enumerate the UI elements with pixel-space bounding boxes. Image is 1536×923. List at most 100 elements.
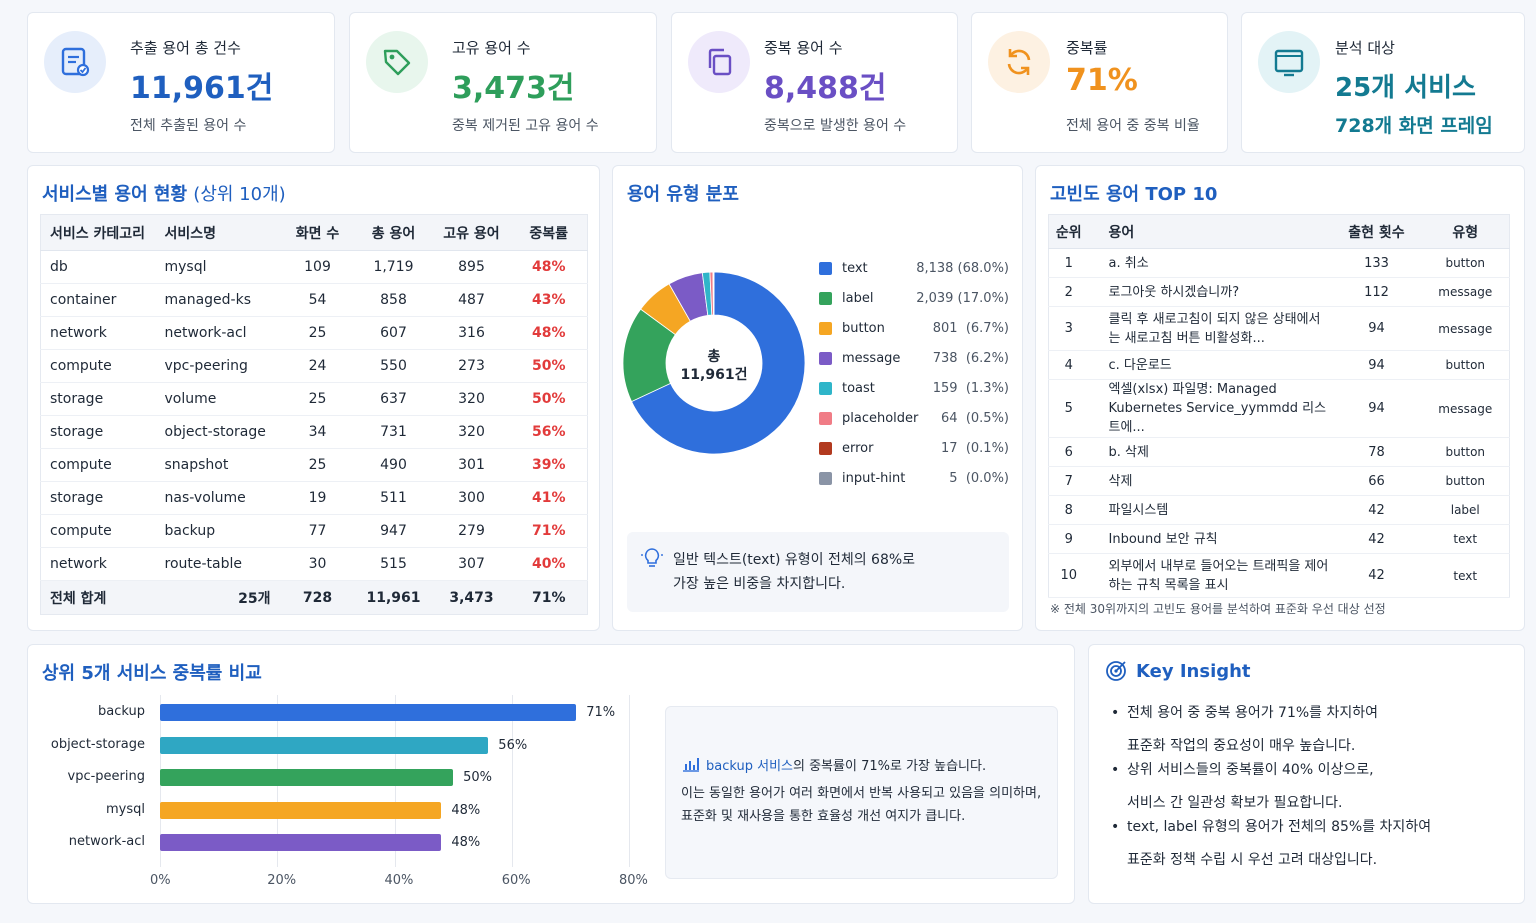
table-cell-count: 94 [1331,379,1422,438]
table-cell: 320 [432,382,511,416]
table-cell-term: 외부에서 내부로 들어오는 트래픽을 제어하는 규칙 목록을 표시 [1088,553,1332,598]
table-cell: 48% [510,316,588,350]
table-cell-term: 클릭 후 새로고침이 되지 않은 상태에서는 새로고침 버튼 비활성화... [1088,306,1332,351]
x-tick-label: 40% [384,873,414,888]
top-terms-table: 순위 용어 출현 횟수 유형 1 a. 취소 133 button 2 로그아웃 하시겠습… [1048,214,1510,598]
table-row: 7 삭제 66 button [1048,466,1510,496]
section-title-main: 서비스별 용어 현황 [42,184,188,205]
bar-value-label: 56% [498,737,528,753]
compare-note-line: backup 서비스의 중복률이 71%로 가장 높습니다. [706,755,986,774]
kpi-value: 25개 서비스 [1335,73,1476,103]
table-row: compute vpc-peering 24 550 273 50% [40,349,588,383]
x-tick-label: 0% [150,873,171,888]
table-cell-term: c. 다운로드 [1088,350,1332,380]
bar-value-label: 48% [451,802,481,818]
table-cell-term: 엑셀(xlsx) 파일명: Managed Kubernetes Service… [1088,379,1332,438]
table-cell: 858 [354,283,433,317]
highlight-text: backup 서비스 [706,759,793,774]
table-cell-rank: 6 [1048,437,1089,467]
table-cell-rank: 2 [1048,277,1089,307]
table-cell: 48% [510,250,588,284]
kpi-sub: 중복 제거된 고유 용어 수 [452,118,599,134]
column-header: 용어 [1088,214,1332,249]
table-cell: compute [40,448,156,482]
table-row: compute snapshot 25 490 301 39% [40,448,588,482]
chart-icon [682,756,700,776]
insight-text: 표준화 정책 수립 시 우선 고려 대상입니다. [1127,852,1378,868]
table-cell-rank: 7 [1048,466,1089,496]
bar-value-label: 50% [463,770,493,785]
bar-category-label: vpc-peering [67,769,145,784]
table-cell-type: message [1421,379,1510,438]
table-row: 10 외부에서 내부로 들어오는 트래픽을 제어하는 규칙 목록을 표시 42 tex… [1048,553,1510,598]
note-text: 의 중복률이 71%로 가장 높습니다. [793,759,987,774]
insight-text: 상위 서비스들의 중복률이 40% 이상으로, [1127,762,1374,778]
table-cell: managed-ks [155,283,281,317]
table-cell-count: 94 [1331,350,1422,380]
copy-icon [688,31,750,93]
duplicate-rate-bar-chart: 0% 20% 40% 60% 80% backup 71% object-storage 56%… [28,645,668,905]
legend-item: text 8,138 (68.0%) [819,258,1009,278]
legend-value: 5 (0.0%) [949,470,1009,486]
donut-slice-text [631,271,806,455]
table-row: 8 파일시스템 42 label [1048,495,1510,525]
bar-backup [160,704,577,721]
table-cell: storage [40,382,156,416]
table-cell-type: message [1421,306,1510,351]
bar-network-acl [160,834,442,851]
insight-text: 전체 용어 중 중복 용어가 71%를 차지하여 [1127,705,1379,721]
legend-swatch [819,441,832,455]
table-cell-term: Inbound 보안 규칙 [1088,524,1332,554]
donut-chart [622,271,806,455]
bullet-icon: • [1111,819,1120,835]
table-cell-type: text [1421,524,1510,554]
legend-swatch [819,351,832,365]
x-tick-label: 80% [619,873,648,888]
table-cell: 41% [510,481,588,515]
kpi-card-dup-rate: 중복률 71% 전체 용어 중 중복 비율 [971,12,1228,153]
table-cell: 731 [354,415,433,449]
bullet-icon: • [1111,762,1120,778]
table-cell-type: message [1421,277,1510,307]
table-cell-type: label [1421,495,1510,525]
column-header: 고유 용어 [432,214,511,251]
table-cell: 895 [432,250,511,284]
section-title: 고빈도 용어 TOP 10 [1050,184,1218,205]
kpi-sub: 전체 용어 중 중복 비율 [1066,118,1200,134]
donut-center-value: 11,961건 [680,367,748,383]
table-cell-count: 66 [1331,466,1422,496]
legend-item: message 738 (6.2%) [819,348,1009,368]
legend-swatch [819,261,832,275]
table-cell: nas-volume [155,481,281,515]
legend-value: 2,039 (17.0%) [916,290,1009,306]
kpi-label: 중복 용어 수 [764,39,843,57]
table-cell-count: 78 [1331,437,1422,467]
table-cell-rank: 5 [1048,379,1089,438]
table-cell: 511 [354,481,433,515]
legend-value: 801 (6.7%) [932,320,1009,336]
column-header: 서비스 카테고리 [40,214,156,251]
table-cell: 50% [510,382,588,416]
column-header: 화면 수 [280,214,355,251]
table-cell: 307 [432,547,511,581]
legend-swatch [819,381,832,395]
legend-name: label [842,290,874,306]
column-header: 중복률 [510,214,588,251]
table-cell-term: 삭제 [1088,466,1332,496]
table-cell: 1,719 [354,250,433,284]
document-check-icon [44,31,106,93]
table-cell: 300 [432,481,511,515]
table-cell: 34 [280,415,355,449]
table-cell: vpc-peering [155,349,281,383]
table-cell: 24 [280,349,355,383]
table-cell: backup [155,514,281,548]
table-cell: volume [155,382,281,416]
table-row: 3 클릭 후 새로고침이 되지 않은 상태에서는 새로고침 버튼 비활성화... 9… [1048,306,1510,351]
kpi-label: 추출 용어 총 건수 [130,39,241,57]
legend-name: error [842,440,874,456]
service-table: 서비스 카테고리 서비스명 화면 수 총 용어 고유 용어 중복률 db mysq… [40,214,588,615]
table-cell: 19 [280,481,355,515]
column-header: 출현 횟수 [1331,214,1422,249]
service-terms-panel: 서비스별 용어 현황 (상위 10개) 서비스 카테고리 서비스명 화면 수 총… [27,165,600,631]
total-cell: 전체 합계 [40,580,156,615]
